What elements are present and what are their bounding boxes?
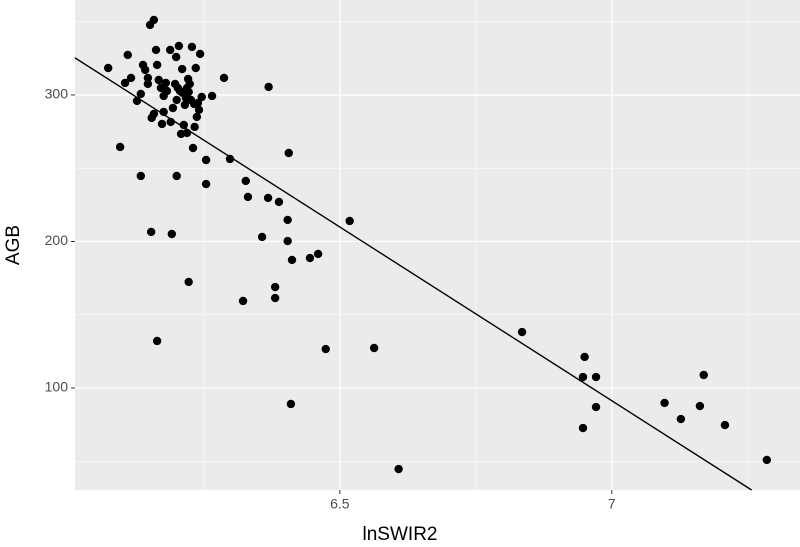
point xyxy=(103,63,113,73)
point xyxy=(283,215,292,225)
point xyxy=(219,73,229,83)
point xyxy=(762,455,772,465)
point xyxy=(172,95,181,105)
point xyxy=(720,420,730,430)
point xyxy=(149,15,159,25)
point xyxy=(154,75,163,85)
point xyxy=(157,119,167,129)
point xyxy=(195,49,205,59)
point xyxy=(190,122,199,132)
point xyxy=(225,154,235,164)
point xyxy=(591,372,601,382)
point xyxy=(140,65,150,75)
point xyxy=(180,100,190,110)
point xyxy=(184,87,193,97)
point xyxy=(243,192,253,202)
point xyxy=(136,89,146,99)
point xyxy=(313,249,323,259)
point xyxy=(197,92,206,102)
point xyxy=(149,109,159,119)
point xyxy=(676,414,686,424)
point xyxy=(162,86,172,96)
point xyxy=(191,63,200,73)
point xyxy=(184,277,193,287)
point xyxy=(188,143,198,153)
point xyxy=(115,142,125,152)
point xyxy=(143,73,153,83)
point xyxy=(152,336,162,346)
point xyxy=(305,253,315,263)
point xyxy=(187,42,197,52)
point xyxy=(159,107,168,117)
point xyxy=(171,52,181,62)
point xyxy=(369,343,379,353)
point xyxy=(185,79,194,89)
point xyxy=(270,293,280,303)
point xyxy=(660,398,669,408)
panel xyxy=(75,0,800,490)
point xyxy=(192,112,202,122)
point xyxy=(123,50,132,60)
point xyxy=(345,216,354,226)
point xyxy=(177,64,187,74)
point xyxy=(151,45,161,55)
point xyxy=(126,73,136,83)
point xyxy=(161,78,171,88)
point xyxy=(578,372,588,382)
point xyxy=(699,370,708,380)
point xyxy=(287,255,297,265)
point xyxy=(207,91,217,101)
point xyxy=(263,193,273,203)
point xyxy=(146,227,156,237)
point xyxy=(695,401,705,411)
point xyxy=(321,344,330,354)
point xyxy=(264,82,273,92)
point xyxy=(284,148,293,158)
point xyxy=(578,423,588,433)
point xyxy=(168,103,178,113)
y-tick-label: 200 xyxy=(45,232,69,248)
x-axis-title: lnSWIR2 xyxy=(363,524,438,545)
x-tick-label: 6.5 xyxy=(330,496,350,512)
point xyxy=(174,41,184,51)
y-axis-title: AGB xyxy=(3,225,24,265)
point xyxy=(286,399,296,409)
point xyxy=(120,78,130,88)
point xyxy=(179,120,188,130)
point xyxy=(283,236,292,246)
point xyxy=(238,296,248,306)
point xyxy=(194,105,204,115)
point xyxy=(165,45,175,55)
point xyxy=(270,282,280,292)
point xyxy=(152,60,162,70)
y-tick-label: 300 xyxy=(45,86,69,102)
x-tick-label: 7 xyxy=(608,496,616,512)
point xyxy=(193,98,203,108)
point xyxy=(394,464,403,474)
point xyxy=(201,155,211,165)
point xyxy=(580,352,589,362)
y-tick-label: 100 xyxy=(45,379,69,395)
point xyxy=(257,232,267,242)
point xyxy=(517,327,527,337)
point xyxy=(172,171,181,181)
point xyxy=(591,402,601,412)
point xyxy=(136,171,146,181)
point xyxy=(201,179,211,189)
point xyxy=(143,79,153,89)
point xyxy=(274,197,284,207)
point xyxy=(241,176,250,186)
trend-line xyxy=(74,57,752,491)
point xyxy=(167,229,177,239)
